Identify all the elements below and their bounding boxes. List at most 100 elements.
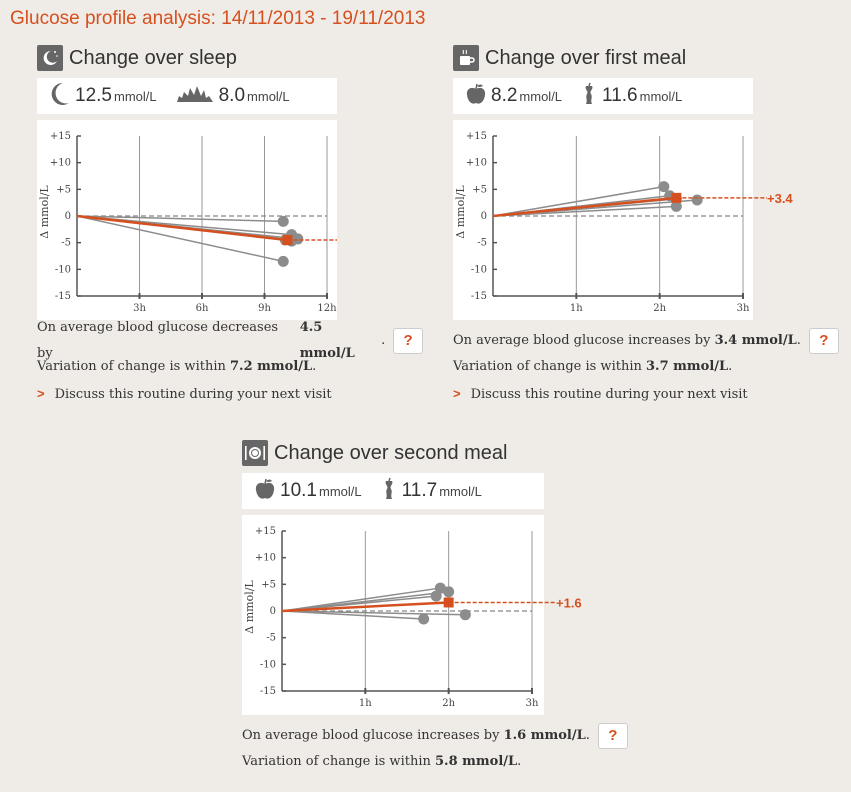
series-point (658, 181, 670, 193)
series-line (76, 215, 284, 223)
average-point (671, 192, 682, 203)
panel-title: Change over sleep (69, 46, 237, 69)
series-point (277, 255, 289, 267)
end-glucose-value: 8.0 (218, 85, 246, 106)
average-point (443, 597, 454, 608)
chart-second-meal: 1h 2h 3h +15 +10 +5 0 -5 -10 -15 Δ mmol/L +1.6 (242, 515, 582, 715)
y-tick-label: -5 (477, 238, 487, 249)
chevron-right-icon: > (453, 386, 461, 401)
variation-suffix: . (517, 754, 522, 769)
chart-first-meal: 1h 2h 3h +15 +10 +5 0 -5 -10 -15 Δ mmol/L +3.4 (453, 120, 793, 320)
y-tick-label: -15 (471, 291, 487, 302)
x-tick-label: 3h (737, 303, 750, 314)
start-glucose-value: 10.1 (280, 480, 317, 501)
y-tick-label: +5 (56, 184, 71, 195)
chevron-right-icon: > (37, 386, 45, 401)
help-button[interactable]: ? (808, 328, 839, 354)
y-tick-label: +10 (255, 553, 276, 564)
x-tick-label: 1h (359, 698, 372, 709)
y-tick-label: -10 (55, 264, 71, 275)
apple-icon (254, 477, 276, 505)
panel-title: Change over second meal (274, 441, 508, 464)
end-glucose-value: 11.7 (401, 480, 438, 501)
series-line (281, 610, 466, 616)
end-glucose-unit: mmol/L (439, 483, 482, 499)
average-line (76, 214, 288, 242)
apple-icon (465, 82, 487, 110)
x-tick-label: 6h (196, 303, 209, 314)
apple-core-icon (580, 82, 598, 110)
y-tick-label: 0 (65, 211, 71, 222)
moon-stars-icon (37, 45, 63, 71)
panel-title: Change over first meal (485, 46, 687, 69)
x-tick-label: 1h (570, 303, 583, 314)
page-title: Glucose profile analysis: 14/11/2013 - 1… (10, 8, 426, 29)
series-point (691, 194, 703, 206)
end-value: 11.7 mmol/L (380, 477, 482, 505)
series-line (492, 185, 664, 217)
average-prefix: On average blood glucose increases by (242, 728, 500, 743)
x-tick-label: 3h (526, 698, 539, 709)
variation-prefix: Variation of change is within (453, 359, 642, 374)
average-value-label: +1.6 (556, 595, 582, 610)
average-change-line: On average blood glucose increases by 1.… (242, 723, 642, 749)
coffee-cup-icon (453, 45, 479, 71)
panel-change-over-first-meal: Change over first meal 8.2 mmol/L 11.6 m… (453, 42, 843, 402)
end-glucose-unit: mmol/L (639, 88, 683, 104)
average-change-line: On average blood glucose increases by 3.… (453, 328, 843, 354)
variation-suffix: . (312, 359, 317, 374)
end-glucose-unit: mmol/L (247, 88, 290, 104)
x-tick-label: 12h (317, 303, 337, 314)
y-tick-label: -15 (55, 291, 71, 302)
discuss-routine-link[interactable]: > Discuss this routine during your next v… (453, 386, 843, 402)
variation-value: 3.7 mmol/L (646, 359, 729, 374)
discuss-routine-link[interactable]: > Discuss this routine during your next v… (37, 386, 423, 402)
average-suffix: . (585, 728, 590, 743)
x-tick-label: 2h (442, 698, 455, 709)
series-line (492, 205, 677, 217)
apple-core-icon (380, 477, 398, 505)
sunrise-icon (175, 84, 215, 108)
y-tick-label: +10 (466, 158, 487, 169)
start-end-values: 8.2 mmol/L 11.6 mmol/L (453, 78, 753, 114)
summary: On average blood glucose increases by 3.… (453, 328, 843, 380)
variation-suffix: . (728, 359, 733, 374)
start-glucose-unit: mmol/L (519, 88, 563, 104)
y-tick-label: -10 (471, 264, 487, 275)
average-value: 1.6 mmol/L (503, 728, 586, 743)
average-value: 3.4 mmol/L (714, 333, 797, 348)
y-tick-label: 0 (270, 606, 276, 617)
start-glucose-unit: mmol/L (113, 88, 157, 104)
y-axis-title: Δ mmol/L (38, 185, 51, 239)
average-change-line: On average blood glucose decreases by 4.… (37, 320, 424, 361)
y-tick-label: -15 (260, 686, 276, 697)
y-tick-label: 0 (481, 211, 487, 222)
help-button[interactable]: ? (597, 723, 628, 749)
series-line (281, 610, 424, 620)
end-value: 11.6 mmol/L (580, 82, 682, 110)
start-glucose-unit: mmol/L (318, 483, 362, 499)
series-point (443, 586, 455, 598)
series-point (277, 215, 289, 227)
help-button[interactable]: ? (393, 328, 424, 354)
average-line (492, 196, 677, 218)
start-value: 10.1 mmol/L (254, 477, 362, 505)
average-value-label: +3.4 (767, 191, 793, 206)
y-tick-label: -5 (266, 633, 276, 644)
average-prefix: On average blood glucose decreases by (37, 320, 279, 361)
start-glucose-value: 12.5 (75, 85, 112, 106)
variation-value: 5.8 mmol/L (435, 754, 518, 769)
panel-change-over-second-meal: Change over second meal 10.1 mmol/L 11.7… (242, 437, 642, 775)
discuss-routine-label: Discuss this routine during your next vi… (54, 387, 332, 402)
series-point (430, 590, 442, 602)
series-point (670, 200, 682, 212)
x-tick-label: 3h (133, 303, 146, 314)
panel-header: Change over second meal (242, 437, 642, 469)
y-tick-label: +15 (50, 131, 71, 142)
average-point (282, 235, 293, 245)
panel-change-over-sleep: Change over sleep 12.5 mmol/L 8.0 mmol/L… (37, 42, 424, 402)
variation-line: Variation of change is within 3.7 mmol/L… (453, 354, 843, 380)
average-line (281, 601, 449, 613)
